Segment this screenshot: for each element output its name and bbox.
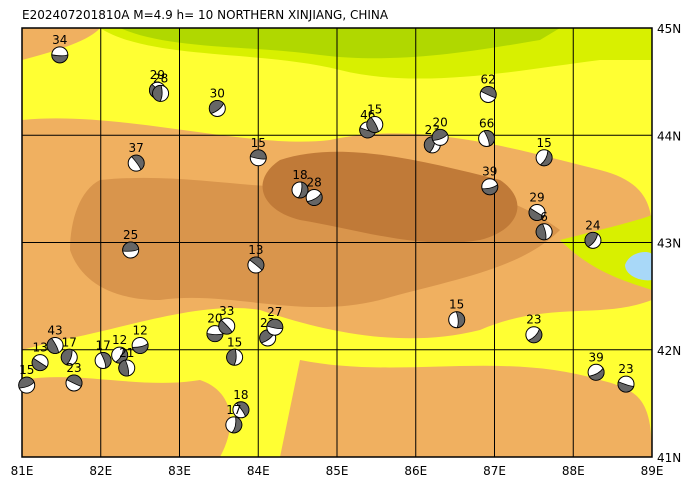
beachball-wedge [366,116,379,133]
y-tick-label: 45N [657,22,681,36]
depth-label: 62 [481,72,496,86]
beachball-wedge [152,85,163,102]
depth-label: 15 [449,298,464,312]
beachball-wedge [584,231,599,248]
beachball-wedge [130,154,145,171]
depth-label: 15 [251,136,266,150]
depth-label: 23 [618,362,633,376]
beachball-wedge [431,129,448,141]
x-tick-label: 85E [326,464,349,478]
depth-label: 30 [210,86,225,100]
depth-label: 23 [66,361,81,375]
beachball-wedge [235,401,250,418]
depth-label: 29 [529,190,544,204]
beachball-wedge [206,333,224,342]
depth-label: 27 [267,305,282,319]
depth-label: 15 [19,363,34,377]
x-tick-label: 81E [11,464,34,478]
depth-label: 33 [219,304,234,318]
beachball-wedge [226,348,237,366]
depth-label: 21 [119,346,134,360]
depth-label: 20 [433,115,448,129]
depth-label: 66 [479,116,494,130]
depth-label: 13 [248,243,263,257]
beachball-wedge [539,150,553,167]
depth-label: 13 [32,341,47,355]
x-tick-label: 88E [562,464,585,478]
depth-label: 28 [307,175,322,189]
beachball-wedge [100,352,112,369]
depth-label: 24 [585,218,600,232]
depth-label: 18 [292,168,307,182]
depth-label: 23 [526,313,541,327]
beachball-wedge [60,348,73,366]
x-tick-label: 86E [404,464,427,478]
beachball-wedge [131,342,149,354]
beachball-wedge [588,367,605,381]
beachball-wedge [231,416,243,434]
beachball-wedge [115,347,128,364]
beachball-wedge [455,311,466,329]
depth-label: 17 [62,335,77,349]
depth-label: 12 [112,333,127,347]
beachball-wedge [528,207,545,221]
beachball-wedge [306,192,323,206]
beachball-wedge [66,374,83,387]
depth-label: 43 [47,323,62,337]
y-tick-label: 44N [657,129,681,143]
x-tick-label: 87E [483,464,506,478]
beachball-wedge [535,223,547,241]
depth-label: 37 [129,141,144,155]
depth-label: 39 [482,165,497,179]
x-tick-label: 82E [89,464,112,478]
beachball-wedge [249,256,265,271]
beachball-wedge [118,359,129,377]
beachball-wedge [481,183,499,196]
beachball-wedge [31,357,48,371]
beachball-wedge [46,337,60,354]
beachball-wedge [527,328,543,344]
beachball-wedge [218,319,233,335]
beachball-wedge [266,318,284,330]
depth-label: 29 [150,68,165,82]
beachball-wedge [480,86,497,99]
beachball-wedge [122,241,140,252]
beachball-wedge [208,100,224,114]
beachball-wedge [18,376,35,389]
beachball-wedge [51,54,69,64]
depth-label: 25 [123,228,138,242]
beachball-wedge [297,181,309,199]
beachball-wedge [483,130,495,147]
depth-label: 12 [132,323,147,337]
depth-label: 15 [227,335,242,349]
depth-label: 17 [95,338,110,352]
depth-label: 6 [540,210,548,224]
beachball-wedge [249,149,267,160]
depth-label: 15 [367,103,382,117]
x-tick-label: 89E [641,464,664,478]
beachball-wedge [617,381,635,393]
depth-label: 15 [536,136,551,150]
depth-label: 28 [153,71,168,85]
y-tick-label: 41N [657,451,681,465]
y-tick-label: 43N [657,237,681,251]
depth-label: 34 [52,33,67,47]
map-title: E202407201810A M=4.9 h= 10 NORTHERN XINJ… [22,8,389,22]
depth-label: 17 [226,403,241,417]
x-tick-label: 84E [247,464,270,478]
depth-label: 20 [207,312,222,326]
y-tick-label: 42N [657,344,681,358]
depth-label: 39 [588,350,603,364]
x-tick-label: 83E [168,464,191,478]
depth-label: 18 [233,388,248,402]
